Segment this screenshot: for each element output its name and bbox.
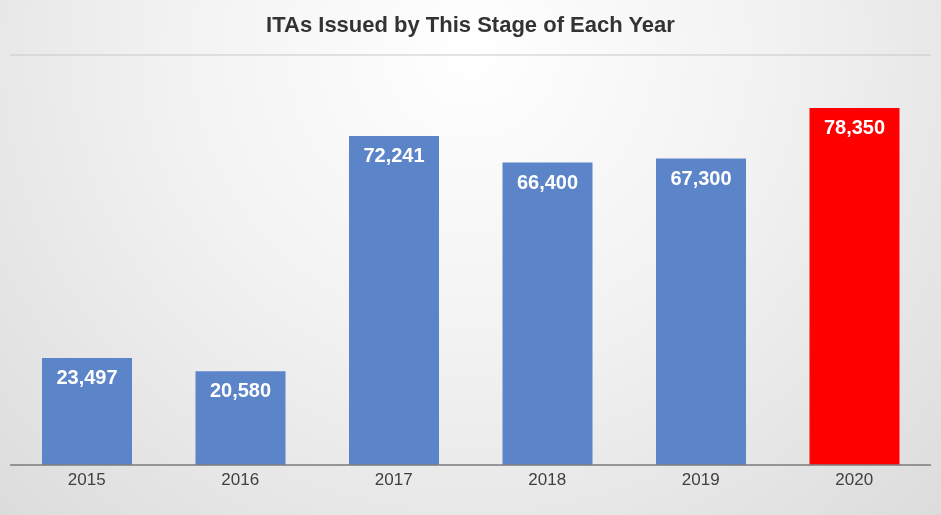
html-text:ITAs Issued by This Stage of E: ITAs Issued by This Stage of Each Year — [266, 12, 675, 37]
svg-text:67,300: 67,300 — [670, 167, 731, 189]
svg-text:66,400: 66,400 — [517, 171, 578, 193]
svg-text:2016: 2016 — [221, 470, 259, 489]
svg-text:72,241: 72,241 — [363, 144, 424, 166]
svg-text:78,350: 78,350 — [824, 116, 885, 138]
svg-text:23,497: 23,497 — [56, 366, 117, 388]
svg-text:2015: 2015 — [68, 470, 106, 489]
svg-text:2020: 2020 — [835, 470, 873, 489]
svg-text:20,580: 20,580 — [210, 379, 271, 401]
svg-text:2017: 2017 — [375, 470, 413, 489]
svg-text:2018: 2018 — [528, 470, 566, 489]
svg-text:2019: 2019 — [682, 470, 720, 489]
